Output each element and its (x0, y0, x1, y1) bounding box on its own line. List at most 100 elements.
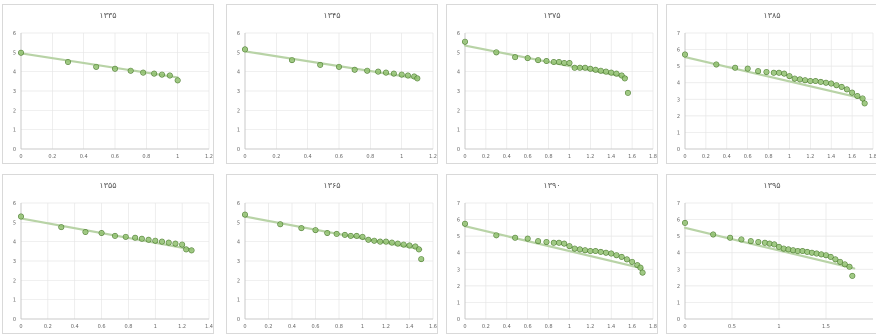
y-tick-label: 6 (13, 201, 16, 207)
x-tick-label: 0 (19, 154, 22, 160)
x-tick-label: 1.4 (406, 324, 414, 330)
chart-panel: ۱۳۳۵ 0 1 2 3 4 5 6 0 0.2 0.4 0.6 0.8 1 1.2 (2, 4, 214, 164)
chart-panel: ۱۳۶۵ 0 1 2 3 4 5 6 0 0.2 0.4 0.6 0.8 1 1.2 1.4 1.6 (226, 174, 438, 334)
data-point (828, 80, 835, 87)
x-tick-label: 0.2 (482, 324, 490, 330)
trendline (243, 215, 423, 251)
x-tick-label: 0.4 (288, 324, 296, 330)
data-point (512, 234, 519, 241)
x-tick-label: 0.6 (312, 324, 320, 330)
data-point (582, 64, 589, 71)
data-point (383, 238, 390, 245)
data-point (341, 231, 348, 238)
x-tick-label: 1.2 (382, 324, 390, 330)
data-point (414, 75, 421, 82)
data-point (145, 236, 152, 243)
y-tick-label: 1 (237, 298, 240, 304)
y-tick-label: 5 (457, 234, 460, 240)
x-tick-label: 1 (568, 154, 571, 160)
x-tick-label: 0.8 (545, 154, 553, 160)
chart-plot: 0 1 2 3 4 5 6 0 0.2 0.4 0.6 0.8 1 1.2 1.4 (13, 201, 213, 330)
data-point (353, 232, 360, 239)
data-point (312, 227, 319, 234)
data-point (140, 69, 147, 76)
x-tick-label: 1.4 (827, 154, 835, 160)
chart-plot: 0 1 2 3 4 5 6 0 0.2 0.4 0.6 0.8 1 1.2 1.4 1.6 1.8 (457, 31, 657, 160)
data-point (347, 232, 354, 239)
data-point (336, 63, 343, 70)
data-point (277, 221, 284, 228)
chart-title: ۱۳۴۵ (323, 11, 341, 20)
y-tick-label: 4 (13, 70, 16, 76)
data-point (732, 64, 739, 71)
x-tick-label: 0.5 (728, 324, 736, 330)
y-tick-label: 5 (237, 220, 240, 226)
y-tick-label: 0 (457, 317, 460, 323)
data-point (415, 246, 422, 253)
y-tick-label: 3 (457, 89, 460, 95)
y-tick-label: 6 (237, 31, 240, 37)
y-tick-label: 0 (13, 317, 16, 323)
data-point (112, 232, 119, 239)
x-tick-label: 1 (568, 324, 571, 330)
data-point (587, 248, 594, 255)
y-tick-label: 7 (457, 201, 460, 207)
x-tick-label: 0.4 (304, 154, 312, 160)
x-tick-label: 1 (400, 154, 403, 160)
data-point (838, 83, 845, 90)
x-tick-label: 0 (683, 324, 686, 330)
x-tick-label: 1 (788, 154, 791, 160)
x-tick-label: 0.6 (111, 154, 119, 160)
y-tick-label: 5 (677, 234, 680, 240)
data-point (394, 240, 401, 247)
data-point (398, 71, 405, 78)
data-point (18, 213, 25, 220)
data-point (93, 63, 100, 70)
data-point (371, 237, 378, 244)
chart-panel: ۱۳۵۵ 0 1 2 3 4 5 6 0 0.2 0.4 0.6 0.8 1 1.2 1.4 (2, 174, 214, 334)
data-point (771, 241, 778, 248)
data-point (807, 78, 814, 85)
data-point (535, 238, 542, 245)
x-tick-label: 0.6 (524, 324, 532, 330)
data-point (597, 248, 604, 255)
data-point (462, 38, 469, 45)
data-point (623, 256, 630, 263)
x-tick-label: 1.6 (628, 154, 636, 160)
x-tick-label: 0.4 (503, 154, 511, 160)
data-point (796, 76, 803, 83)
data-point (587, 65, 594, 72)
y-tick-label: 1 (237, 128, 240, 134)
x-tick-label: 1.2 (586, 154, 594, 160)
y-tick-label: 4 (237, 240, 240, 246)
data-point (165, 239, 172, 246)
data-point (571, 245, 578, 252)
data-point (786, 73, 793, 80)
data-point (561, 59, 568, 66)
data-point (188, 247, 195, 254)
y-tick-label: 6 (677, 218, 680, 224)
data-point (556, 58, 563, 65)
chart-panel: ۱۳۴۵ 0 1 2 3 4 5 6 0 0.2 0.4 0.6 0.8 1 1.2 (226, 4, 438, 164)
y-tick-label: 3 (677, 97, 680, 103)
y-tick-label: 2 (13, 278, 16, 284)
data-point (127, 67, 134, 74)
data-point (770, 69, 777, 76)
data-point (592, 248, 599, 255)
chart-panel: ۱۳۹۰ 0 1 2 3 4 5 6 7 0 0.2 0.4 0.6 0.8 1 1.2 1.4 1.6 1.8 (446, 174, 658, 334)
data-point (298, 225, 305, 232)
x-tick-label: 0.4 (71, 324, 79, 330)
data-point (832, 256, 839, 263)
x-tick-label: 1.2 (586, 324, 594, 330)
x-tick-label: 1.4 (607, 154, 615, 160)
data-point (843, 86, 850, 93)
data-point (324, 229, 331, 236)
y-tick-label: 0 (237, 147, 240, 153)
y-tick-label: 3 (237, 259, 240, 265)
x-tick-label: 0 (243, 154, 246, 160)
y-tick-label: 5 (677, 64, 680, 70)
data-point (621, 75, 628, 82)
x-tick-label: 0 (243, 324, 246, 330)
data-point (763, 68, 770, 75)
y-tick-label: 3 (457, 267, 460, 273)
